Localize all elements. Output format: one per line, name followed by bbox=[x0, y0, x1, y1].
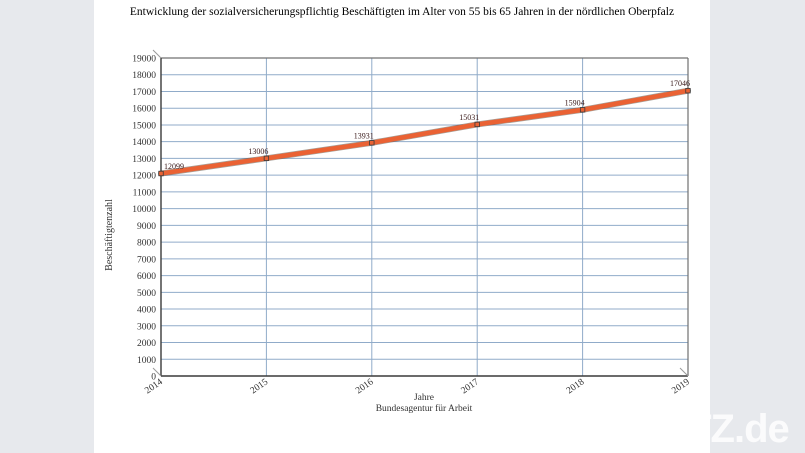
svg-text:12000: 12000 bbox=[132, 172, 156, 182]
svg-text:14000: 14000 bbox=[132, 138, 156, 148]
svg-text:7000: 7000 bbox=[137, 255, 156, 265]
svg-text:2015: 2015 bbox=[249, 377, 271, 396]
svg-text:5000: 5000 bbox=[137, 289, 156, 299]
svg-text:9000: 9000 bbox=[137, 222, 156, 232]
svg-text:2017: 2017 bbox=[460, 377, 482, 396]
svg-text:13000: 13000 bbox=[132, 155, 156, 165]
svg-text:15000: 15000 bbox=[132, 121, 156, 131]
svg-text:2016: 2016 bbox=[354, 377, 376, 396]
svg-text:13006: 13006 bbox=[248, 147, 268, 156]
svg-text:3000: 3000 bbox=[137, 322, 156, 332]
svg-text:Bundesagentur für Arbeit: Bundesagentur für Arbeit bbox=[376, 403, 473, 414]
svg-text:15904: 15904 bbox=[565, 98, 585, 107]
svg-text:4000: 4000 bbox=[137, 306, 156, 316]
svg-text:17046: 17046 bbox=[670, 79, 690, 88]
svg-text:15031: 15031 bbox=[459, 113, 479, 122]
svg-text:2019: 2019 bbox=[670, 377, 692, 396]
svg-text:2000: 2000 bbox=[137, 339, 156, 349]
svg-text:18000: 18000 bbox=[132, 71, 156, 81]
svg-text:6000: 6000 bbox=[137, 272, 156, 282]
svg-text:12099: 12099 bbox=[164, 162, 184, 171]
svg-text:13931: 13931 bbox=[354, 131, 374, 140]
svg-text:16000: 16000 bbox=[132, 105, 156, 115]
svg-text:19000: 19000 bbox=[132, 55, 156, 65]
svg-text:Jahre: Jahre bbox=[414, 393, 434, 403]
svg-text:11000: 11000 bbox=[133, 188, 157, 198]
svg-text:2018: 2018 bbox=[565, 377, 587, 396]
svg-text:Beschäftigtenzahl: Beschäftigtenzahl bbox=[104, 199, 115, 271]
svg-text:17000: 17000 bbox=[132, 88, 156, 98]
svg-text:1000: 1000 bbox=[137, 356, 156, 366]
svg-text:2014: 2014 bbox=[143, 377, 165, 396]
svg-text:8000: 8000 bbox=[137, 239, 156, 249]
svg-text:10000: 10000 bbox=[132, 205, 156, 215]
